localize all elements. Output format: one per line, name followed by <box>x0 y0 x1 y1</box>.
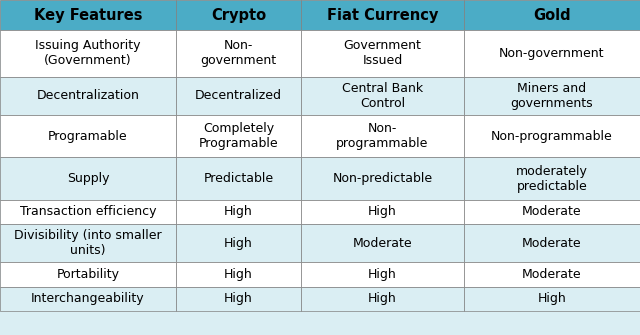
Bar <box>464 0 640 30</box>
Text: High: High <box>224 292 253 305</box>
Bar <box>176 115 301 157</box>
Bar <box>464 77 640 115</box>
Bar <box>301 157 464 200</box>
Text: Key Features: Key Features <box>34 8 142 23</box>
Bar <box>176 262 301 286</box>
Text: Fiat Currency: Fiat Currency <box>326 8 438 23</box>
Bar <box>176 30 301 77</box>
Bar <box>464 157 640 200</box>
Text: High: High <box>368 205 397 218</box>
Bar <box>0 77 176 115</box>
Text: High: High <box>224 205 253 218</box>
Text: Predictable: Predictable <box>204 172 273 185</box>
Bar <box>0 262 176 286</box>
Text: High: High <box>368 292 397 305</box>
Bar <box>0 200 176 224</box>
Text: Non-
programmable: Non- programmable <box>336 122 429 150</box>
Text: High: High <box>368 268 397 281</box>
Text: Portability: Portability <box>56 268 120 281</box>
Bar <box>301 262 464 286</box>
Bar <box>464 115 640 157</box>
Text: Central Bank
Control: Central Bank Control <box>342 82 423 110</box>
Text: Decentralization: Decentralization <box>36 89 140 103</box>
Bar <box>464 30 640 77</box>
Bar <box>176 77 301 115</box>
Bar <box>464 224 640 262</box>
Bar <box>464 286 640 311</box>
Bar <box>0 224 176 262</box>
Text: Issuing Authority
(Government): Issuing Authority (Government) <box>35 40 141 67</box>
Text: Interchangeability: Interchangeability <box>31 292 145 305</box>
Bar <box>464 200 640 224</box>
Bar <box>0 0 176 30</box>
Bar <box>301 77 464 115</box>
Bar <box>301 286 464 311</box>
Bar <box>301 200 464 224</box>
Text: Moderate: Moderate <box>522 205 582 218</box>
Text: Moderate: Moderate <box>353 237 412 250</box>
Bar <box>176 157 301 200</box>
Text: Miners and
governments: Miners and governments <box>511 82 593 110</box>
Text: Transaction efficiency: Transaction efficiency <box>20 205 156 218</box>
Bar <box>464 262 640 286</box>
Text: Divisibility (into smaller
units): Divisibility (into smaller units) <box>14 229 162 257</box>
Text: Programable: Programable <box>48 130 128 143</box>
Text: Completely
Programable: Completely Programable <box>198 122 278 150</box>
Text: Non-programmable: Non-programmable <box>491 130 613 143</box>
Text: Moderate: Moderate <box>522 237 582 250</box>
Text: High: High <box>224 237 253 250</box>
Bar <box>301 30 464 77</box>
Text: Decentralized: Decentralized <box>195 89 282 103</box>
Text: Non-predictable: Non-predictable <box>332 172 433 185</box>
Text: Moderate: Moderate <box>522 268 582 281</box>
Bar <box>176 0 301 30</box>
Bar <box>0 157 176 200</box>
Text: Non-government: Non-government <box>499 47 605 60</box>
Text: High: High <box>224 268 253 281</box>
Text: moderately
predictable: moderately predictable <box>516 164 588 193</box>
Text: Crypto: Crypto <box>211 8 266 23</box>
Text: Non-
government: Non- government <box>200 40 276 67</box>
Text: High: High <box>538 292 566 305</box>
Bar <box>0 115 176 157</box>
Bar <box>0 30 176 77</box>
Text: Supply: Supply <box>67 172 109 185</box>
Bar <box>301 115 464 157</box>
Bar <box>301 224 464 262</box>
Bar <box>176 286 301 311</box>
Text: Gold: Gold <box>533 8 571 23</box>
Bar <box>301 0 464 30</box>
Text: Government
Issued: Government Issued <box>344 40 421 67</box>
Bar <box>176 224 301 262</box>
Bar <box>0 286 176 311</box>
Bar <box>176 200 301 224</box>
